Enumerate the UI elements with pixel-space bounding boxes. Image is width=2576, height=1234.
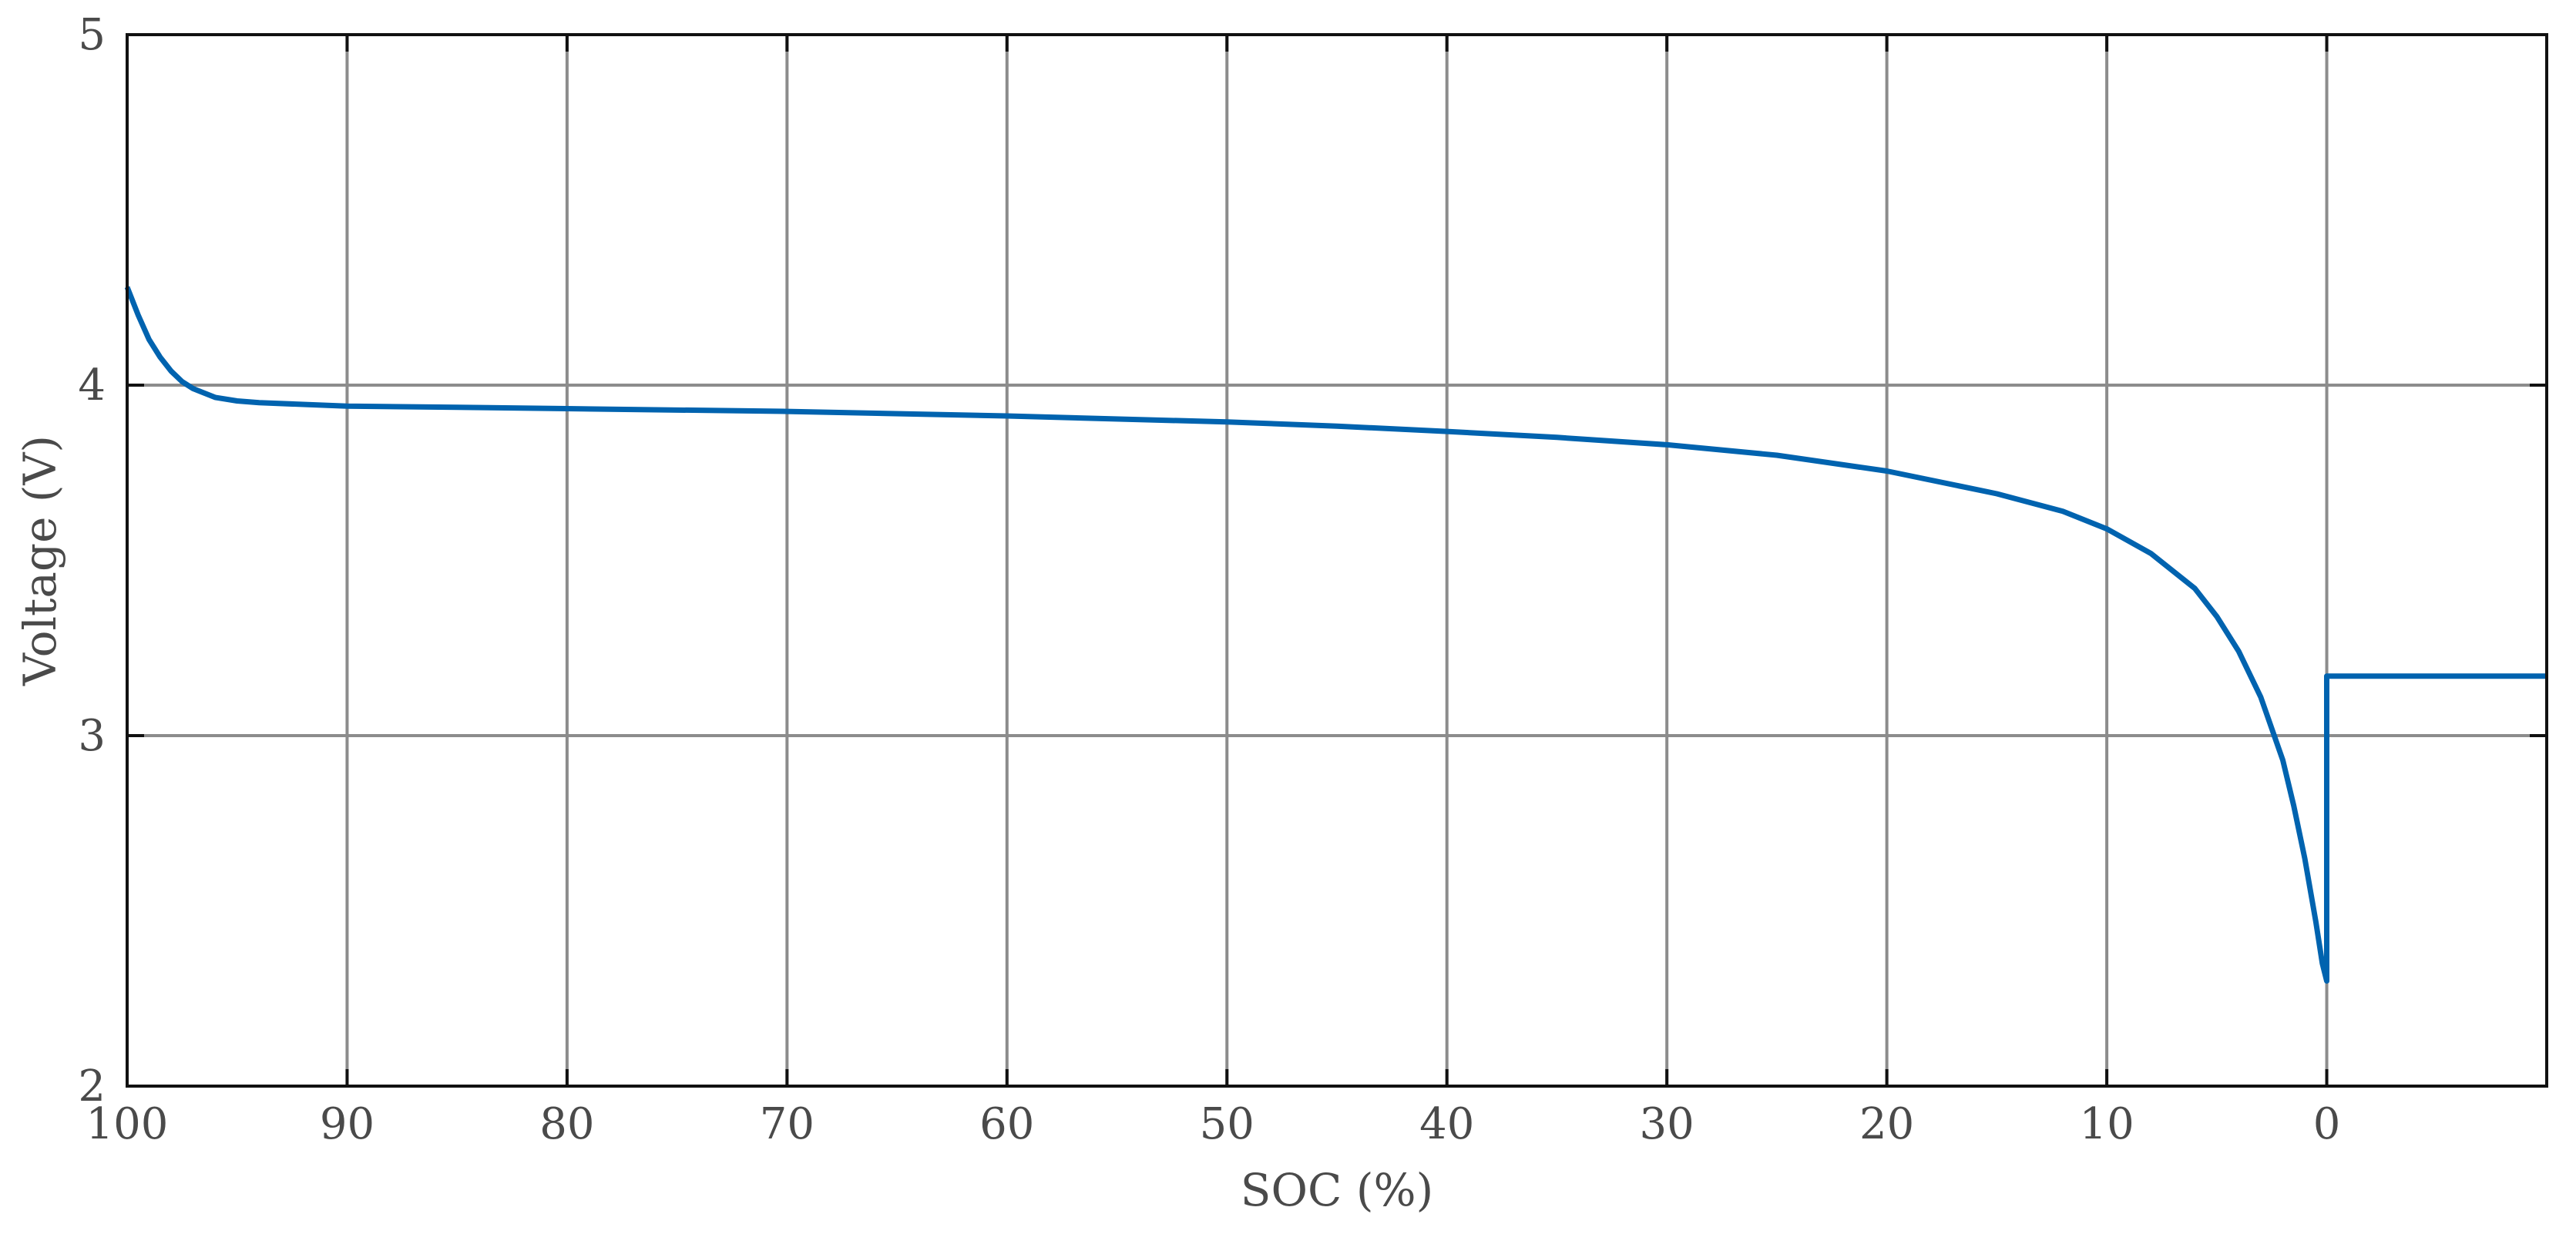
x-tick-label: 70 [760, 1099, 814, 1149]
y-tick-label: 4 [78, 360, 106, 411]
y-tick-label: 2 [78, 1061, 106, 1112]
x-tick-label: 90 [320, 1099, 374, 1149]
x-tick-label: 100 [86, 1099, 169, 1149]
y-axis-label: Voltage (V) [14, 435, 66, 686]
x-tick-label: 20 [1859, 1099, 1914, 1149]
x-tick-label: 0 [2313, 1099, 2341, 1149]
x-tick-label: 30 [1640, 1099, 1694, 1149]
axes-frame [126, 33, 2548, 1088]
axes-box [126, 33, 2548, 1088]
x-axis-label: SOC (%) [1241, 1164, 1433, 1216]
y-tick-label: 5 [78, 10, 106, 60]
plot-area [124, 286, 2547, 984]
x-tick-label: 60 [979, 1099, 1034, 1149]
x-tick-label: 50 [1200, 1099, 1254, 1149]
grid-lines [126, 33, 2547, 1088]
voltage-series-line [124, 286, 2547, 984]
x-tick-label: 40 [1419, 1099, 1474, 1149]
y-tick-label: 3 [78, 711, 106, 761]
x-tick-label: 10 [2079, 1099, 2134, 1149]
x-tick-label: 80 [539, 1099, 594, 1149]
